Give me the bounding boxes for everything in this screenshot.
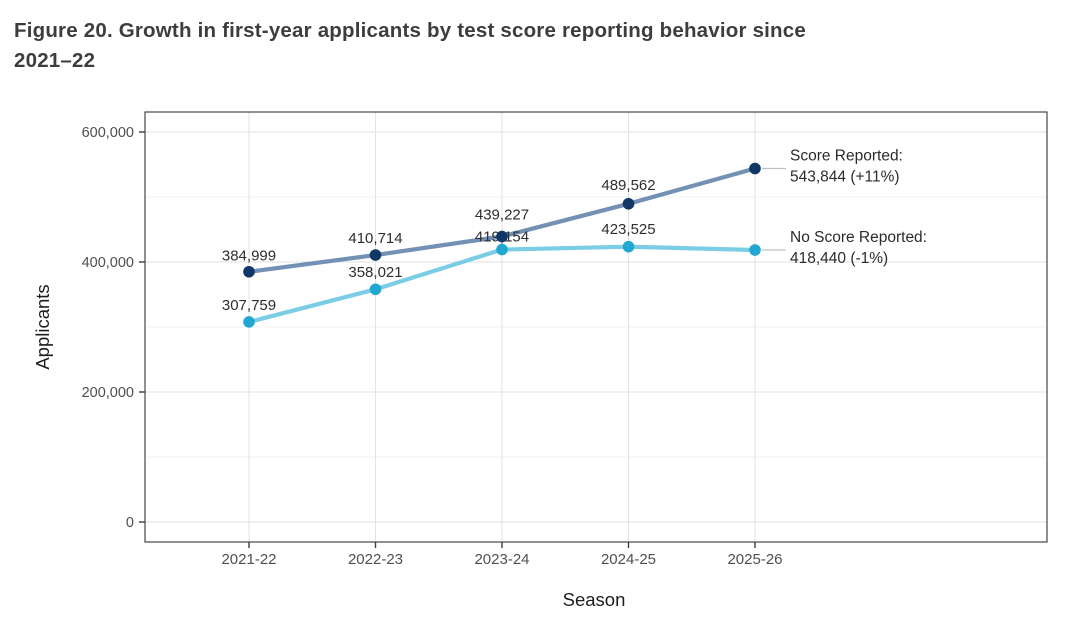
data-point-label: 307,759 (222, 297, 276, 314)
data-point-no-score-reported (622, 240, 635, 253)
y-tick-label: 400,000 (82, 255, 134, 271)
x-tick-label: 2025-26 (727, 551, 782, 568)
data-point-no-score-reported (749, 244, 761, 256)
annotation-score-reported-line1: Score Reported: (790, 148, 903, 165)
y-tick-label: 200,000 (82, 385, 134, 401)
x-tick-label: 2022-23 (348, 551, 403, 568)
data-point-label: 439,227 (475, 207, 529, 224)
data-point-score-reported (749, 162, 761, 175)
data-point-label: 423,525 (601, 221, 655, 238)
figure-title-line1: Figure 20. Growth in first-year applican… (14, 19, 806, 42)
y-tick-label: 0 (126, 515, 134, 531)
x-tick-label: 2021-22 (221, 551, 276, 568)
annotation-no-score-reported-line1: No Score Reported: (790, 229, 927, 246)
data-point-label: 410,714 (348, 230, 402, 247)
annotation-no-score-reported-line2: 418,440 (-1%) (790, 250, 888, 267)
data-point-score-reported (243, 265, 255, 278)
data-point-label: 489,562 (601, 177, 655, 194)
y-tick-label: 600,000 (82, 125, 134, 141)
panel-border (144, 111, 1048, 543)
figure-title: Figure 20. Growth in first-year applican… (14, 16, 994, 76)
data-point-label: 358,021 (348, 264, 402, 281)
x-tick-label: 2023-24 (474, 551, 529, 568)
data-point-score-reported (622, 197, 635, 210)
figure-title-line2: 2021–22 (14, 49, 96, 72)
x-tick-label: 2024-25 (601, 551, 656, 568)
data-point-no-score-reported (496, 243, 508, 256)
data-point-score-reported (369, 249, 382, 261)
data-point-score-reported (496, 230, 508, 243)
data-point-label: 384,999 (222, 247, 276, 264)
y-axis-title: Applicants (32, 284, 53, 370)
data-point-no-score-reported (243, 316, 255, 328)
data-point-no-score-reported (369, 283, 382, 296)
x-axis-title: Season (562, 589, 626, 610)
annotation-score-reported-line2: 543,844 (+11%) (790, 169, 900, 186)
